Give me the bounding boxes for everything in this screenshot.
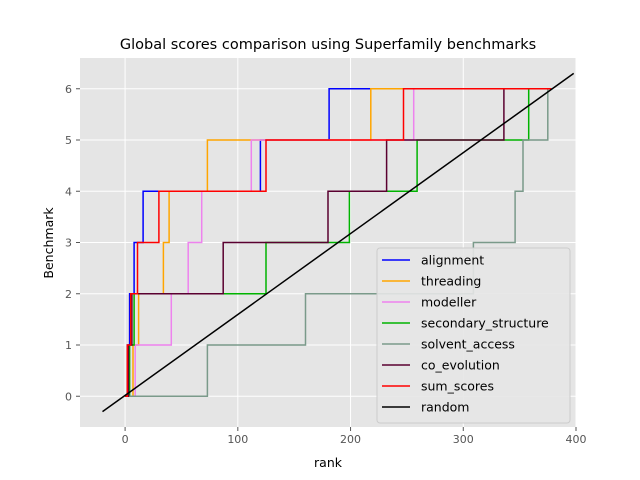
legend-label: threading bbox=[421, 274, 481, 289]
axis-ticks: 0 100 200 300 400 0 1 2 3 4 5 6 bbox=[65, 83, 587, 446]
chart-title: Global scores comparison using Superfami… bbox=[120, 37, 536, 53]
series-line-solvent-access bbox=[125, 88, 552, 398]
y-tick-label: 4 bbox=[65, 185, 72, 198]
y-tick-label: 3 bbox=[65, 237, 72, 250]
y-tick-label: 2 bbox=[65, 288, 72, 301]
legend-label: sum_scores bbox=[421, 379, 494, 394]
legend: alignment threading modeller secondary_stru… bbox=[376, 247, 571, 424]
y-axis-label: Benchmark bbox=[41, 207, 56, 279]
legend-label: modeller bbox=[421, 295, 477, 310]
legend-label: secondary_structure bbox=[421, 316, 549, 331]
x-axis-label: rank bbox=[314, 455, 343, 470]
legend-label: co_evolution bbox=[421, 358, 500, 373]
y-tick-label: 0 bbox=[65, 390, 72, 403]
x-tick-label: 100 bbox=[227, 433, 248, 446]
series-lines bbox=[102, 72, 575, 413]
x-tick-label: 400 bbox=[566, 433, 587, 446]
series-line-sum-scores bbox=[125, 88, 552, 398]
legend-label: random bbox=[421, 400, 469, 415]
y-tick-label: 1 bbox=[65, 339, 72, 352]
series-line-random bbox=[102, 72, 575, 413]
legend-label: solvent_access bbox=[421, 337, 515, 352]
x-tick-label: 300 bbox=[453, 433, 474, 446]
y-tick-label: 5 bbox=[65, 134, 72, 147]
legend-label: alignment bbox=[421, 253, 484, 268]
y-tick-label: 6 bbox=[65, 83, 72, 96]
x-tick-label: 0 bbox=[122, 433, 129, 446]
x-tick-label: 200 bbox=[340, 433, 361, 446]
legend-box bbox=[376, 247, 571, 424]
